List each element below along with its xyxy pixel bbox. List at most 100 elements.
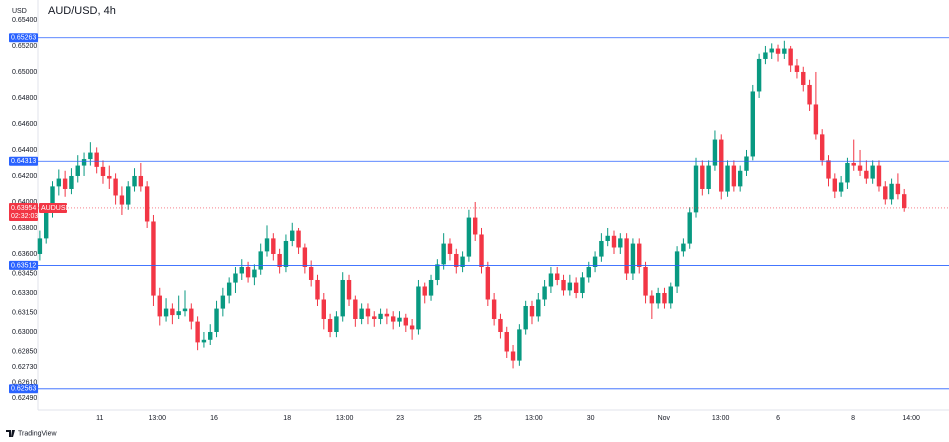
candle-body [498,318,503,332]
y-tick-label: 0.64600 [12,121,37,128]
candle-body [81,159,87,166]
candle-body [555,273,560,280]
candle-body [226,282,232,296]
candle-body [195,321,200,343]
candle-body [277,253,282,267]
candle-body [69,175,74,189]
candle-body [359,308,364,319]
candle-body [428,279,434,296]
candle-body [510,351,516,361]
candle-body [113,178,118,196]
candle-body [529,305,535,317]
candle-body [826,160,831,179]
candle-body [220,295,226,309]
candle-body [889,183,894,200]
candle-body [637,243,642,267]
candle-body [239,266,244,274]
candle-body [144,186,150,222]
y-tick-label: 0.63150 [12,309,37,316]
y-tick-label: 0.64200 [12,173,37,180]
candle-body [807,84,812,105]
candle-body [441,243,446,265]
candle-body [258,251,263,270]
y-tick-label: 0.62490 [12,395,37,402]
level-label: 0.65263 [11,35,36,42]
x-tick-label: 6 [776,415,780,422]
candle-body [157,295,162,317]
candle-body [100,166,106,176]
candle-body [504,331,509,352]
candle-body [372,316,377,319]
candle-body [782,48,787,54]
x-tick-label: 13:00 [525,415,543,422]
candle-body [365,308,371,317]
candle-body [573,282,579,293]
candle-body [176,311,181,316]
countdown-label: 02:32:03 [11,213,38,220]
candle-body [517,329,522,361]
candle-body [523,305,528,330]
candle-body [536,299,541,317]
candle-body [447,243,453,254]
candle-body [208,331,213,340]
candle-body [233,273,238,283]
x-tick-label: 23 [396,415,404,422]
y-tick-label: 0.62850 [12,348,37,355]
candle-body [403,317,409,326]
y-tick-label: 0.65400 [12,17,37,24]
x-tick-label: Nov [658,415,671,422]
candle-body [643,266,648,296]
candle-body [832,178,838,192]
candle-body [296,230,301,248]
candle-body [649,295,655,304]
candle-body [290,230,295,241]
candle-body [94,152,99,167]
candle-body [308,266,314,280]
level-tag [9,33,38,43]
candle-body [586,266,591,278]
candle-body [151,221,156,296]
candle-body [163,308,169,317]
candle-body [895,183,901,195]
y-tick-label: 0.63300 [12,290,37,297]
candle-body [567,282,573,291]
candle-body [561,279,566,291]
candle-body [813,104,819,135]
candle-body [668,286,673,304]
candle-body [346,279,352,300]
candle-body [353,299,358,319]
level-tag [9,260,38,270]
candle-body [170,308,175,316]
x-tick-label: 13:00 [336,415,354,422]
candle-body [214,308,219,332]
candle-body [794,65,800,72]
candle-body [838,182,844,192]
candle-body [491,299,497,319]
candle-body [700,165,705,189]
y-tick-label: 0.63600 [12,251,37,258]
candle-body [88,152,93,160]
level-label: 0.63512 [11,262,36,269]
candle-body [416,286,421,330]
candle-body [460,256,465,267]
level-label: 0.64313 [11,158,36,165]
candle-body [315,279,320,300]
candle-body [681,243,686,252]
candle-body [252,269,257,278]
y-axis-unit: USD [12,8,27,15]
x-tick-label: 11 [96,415,103,422]
candle-body [397,317,402,322]
x-tick-label: 18 [283,415,291,422]
x-tick-label: 16 [210,415,218,422]
x-tick-label: 8 [851,415,855,422]
candle-body [611,235,617,248]
candle-body [662,292,667,304]
x-tick-label: 14:00 [902,415,920,422]
candle-body [189,308,194,322]
axis: 0.65400 0.65200 0.65000 0.64800 0.64600 0.644… [9,17,920,422]
candle-body [548,273,554,287]
candle-body [43,212,49,239]
candle-body [819,134,825,161]
x-tick-label: 13:00 [712,415,730,422]
candle-body [302,247,308,267]
